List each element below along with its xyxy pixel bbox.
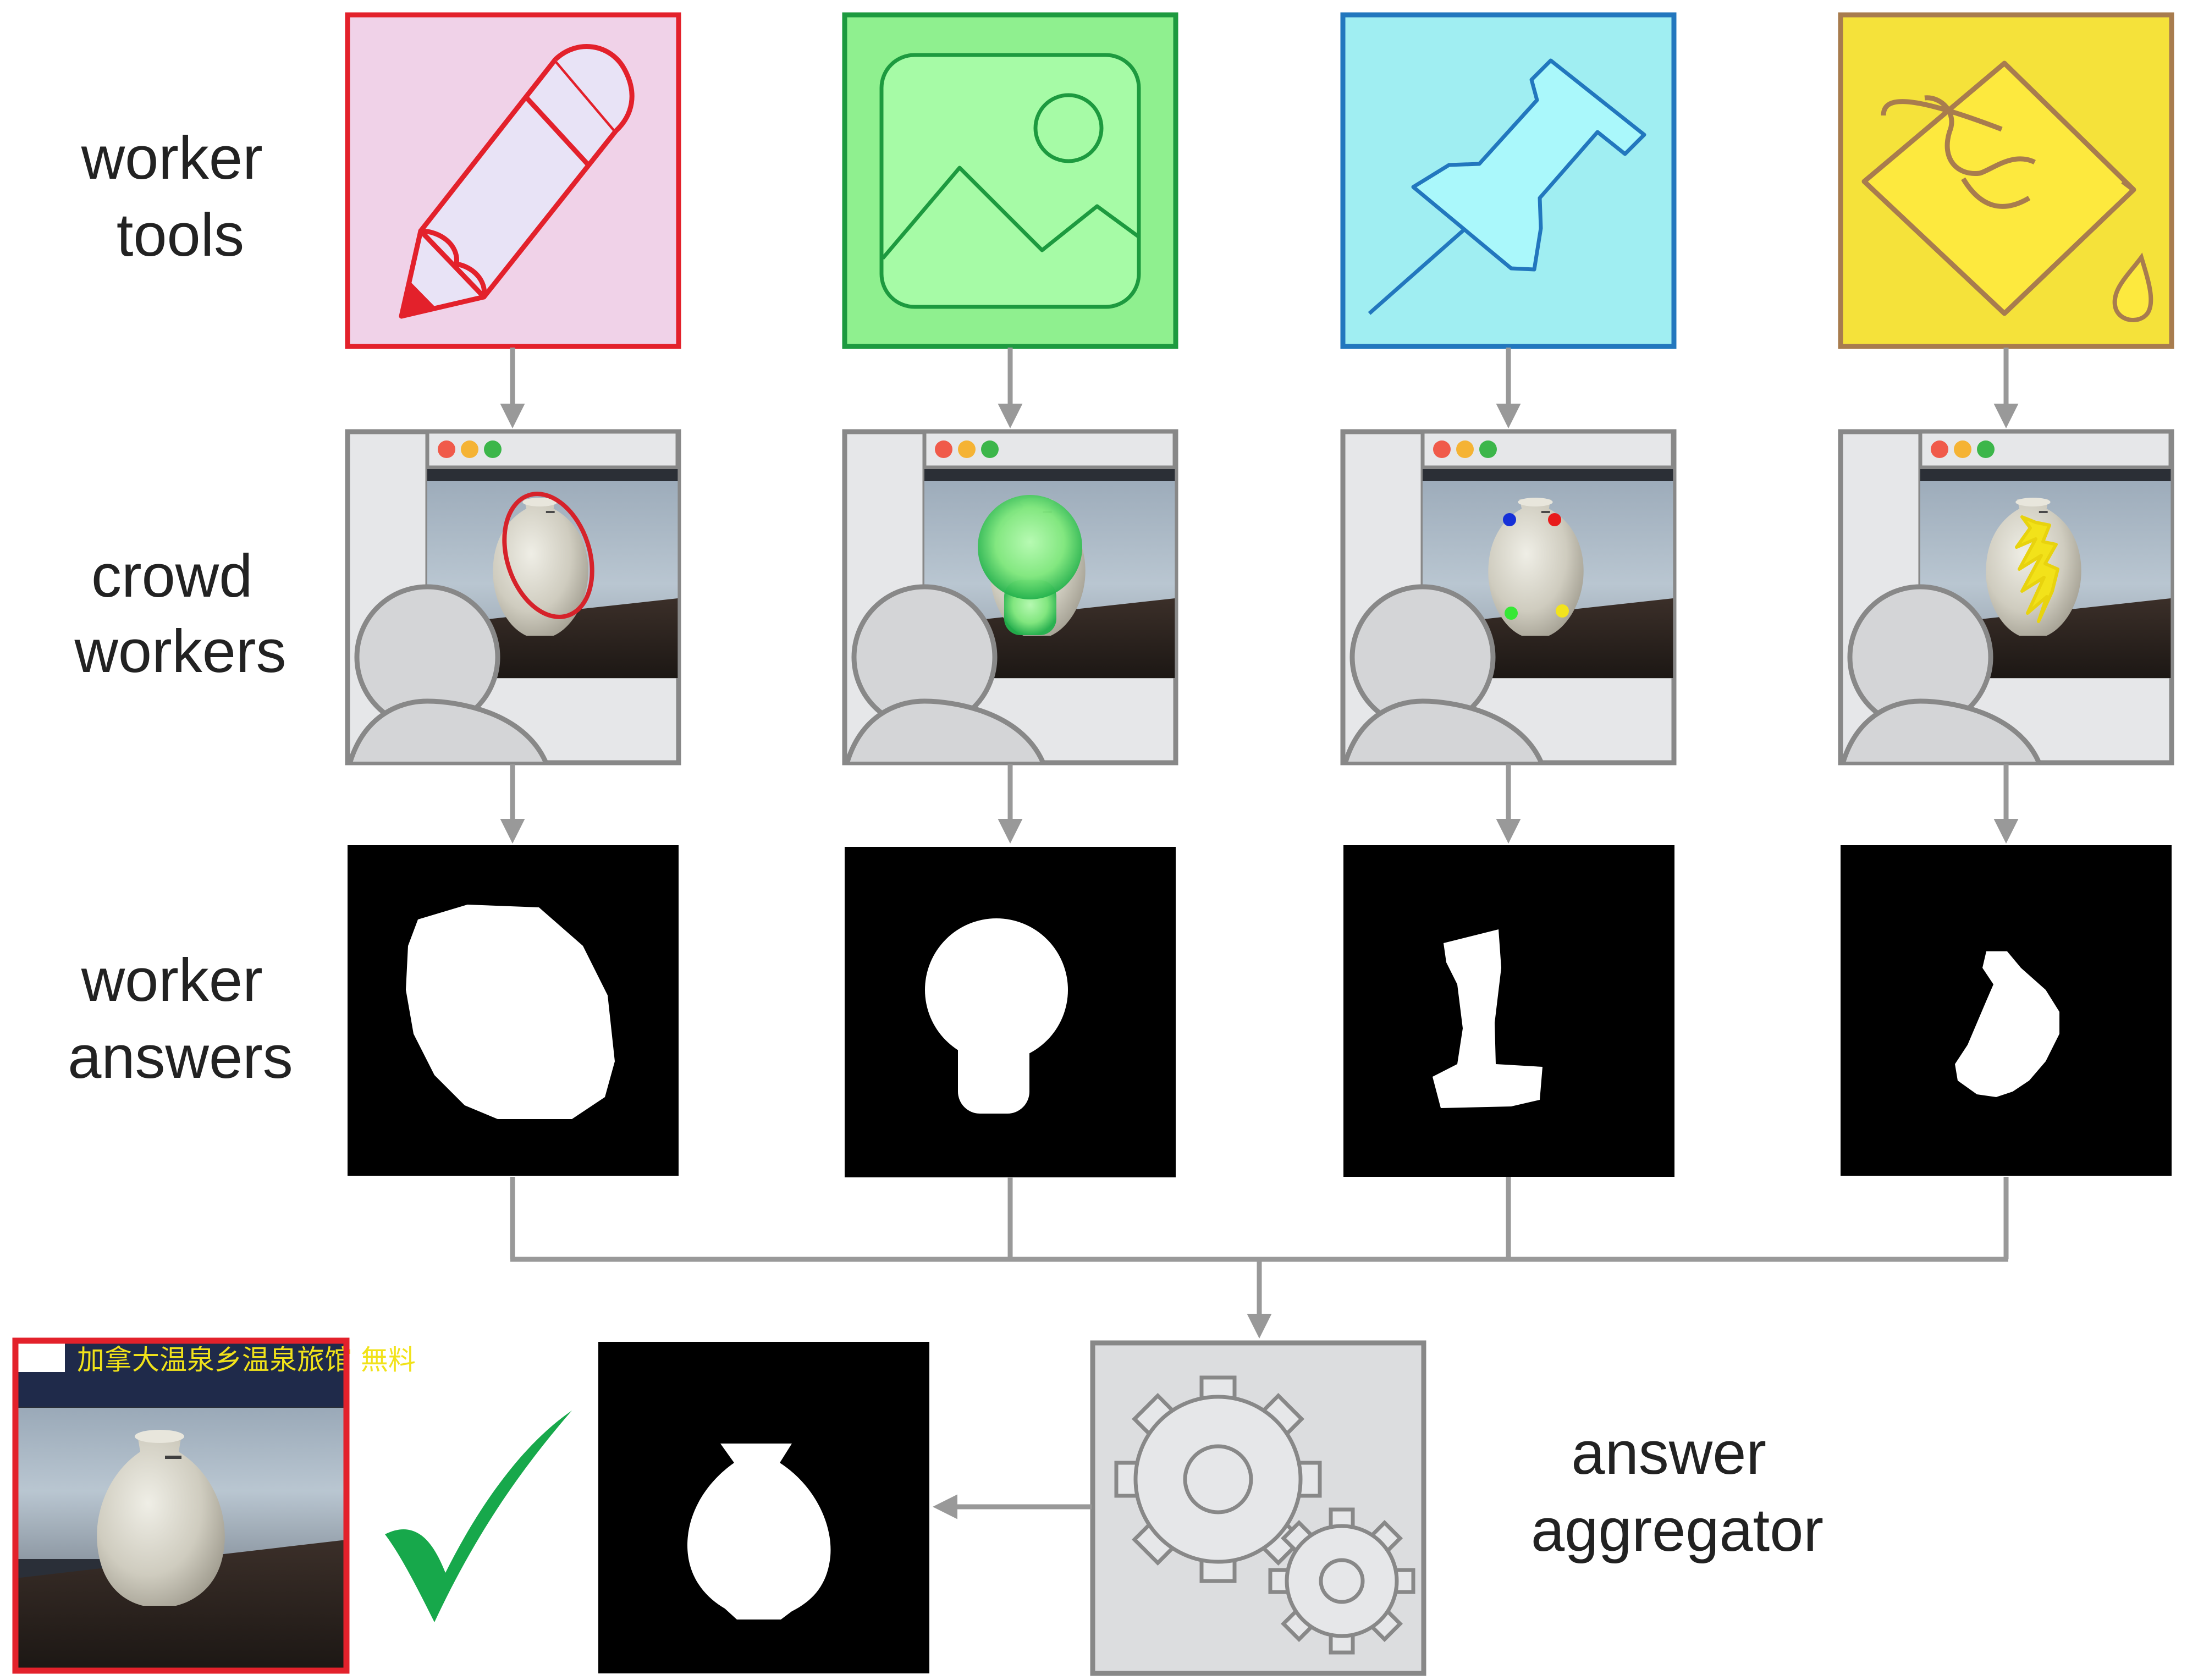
answer-mask-glow — [845, 847, 1176, 1177]
answer-mask-ellipse — [348, 845, 679, 1176]
aggregator-box — [1090, 1340, 1426, 1676]
row-label-tools: worker tools — [81, 124, 280, 269]
aggregated-mask — [598, 1342, 929, 1673]
gear-small-icon — [1268, 1507, 1415, 1655]
tool-pushpin — [1340, 12, 1677, 349]
pencil-icon — [399, 44, 635, 319]
label-line: answers — [68, 1023, 293, 1091]
traffic-green-icon — [1479, 440, 1497, 458]
worker-panel-glow — [842, 429, 1178, 765]
label-line: aggregator — [1531, 1496, 1824, 1564]
merge-connector — [510, 1177, 2009, 1339]
label-line: worker — [81, 946, 263, 1014]
worker-panel-ellipse — [345, 429, 681, 765]
traffic-red-icon — [935, 440, 952, 458]
traffic-red-icon — [1433, 440, 1451, 458]
original-image: 加拿大温泉乡温泉旅馆 無料 — [12, 1337, 416, 1674]
traffic-yellow-icon — [1456, 440, 1474, 458]
answer-mask-scribble — [1841, 845, 2172, 1176]
pushpin-icon — [1368, 58, 1646, 315]
label-line: workers — [74, 618, 286, 685]
arrows-workers-to-answers — [500, 764, 2019, 844]
traffic-green-icon — [981, 440, 999, 458]
traffic-green-icon — [1977, 440, 1995, 458]
label-line: answer — [1571, 1419, 1766, 1487]
traffic-yellow-icon — [461, 440, 478, 458]
answer-mask-points — [1343, 845, 1674, 1177]
tool-paint-bucket — [1838, 12, 2174, 349]
result-banner-text: 加拿大温泉乡温泉旅馆 無料 — [77, 1344, 416, 1376]
paint-bucket-icon — [1861, 60, 2153, 322]
traffic-red-icon — [438, 440, 455, 458]
tool-pencil — [345, 12, 681, 349]
label-line: worker — [81, 124, 263, 192]
label-line: crowd — [91, 542, 252, 610]
row-label-answers: worker answers — [68, 946, 293, 1091]
traffic-yellow-icon — [958, 440, 976, 458]
arrows-tools-to-workers — [500, 348, 2019, 428]
gear-icon — [1114, 1375, 1322, 1583]
row-label-workers: crowd workers — [74, 542, 286, 685]
traffic-red-icon — [1931, 440, 1948, 458]
image-icon — [879, 53, 1141, 309]
label-line: tools — [117, 201, 244, 269]
traffic-green-icon — [484, 440, 502, 458]
traffic-yellow-icon — [1954, 440, 1971, 458]
checkmark-icon — [385, 1411, 572, 1622]
tool-image — [842, 12, 1178, 349]
worker-panel-scribble — [1838, 429, 2174, 765]
worker-panel-points — [1340, 429, 1677, 765]
row-label-aggregator: answer aggregator — [1531, 1419, 1824, 1564]
